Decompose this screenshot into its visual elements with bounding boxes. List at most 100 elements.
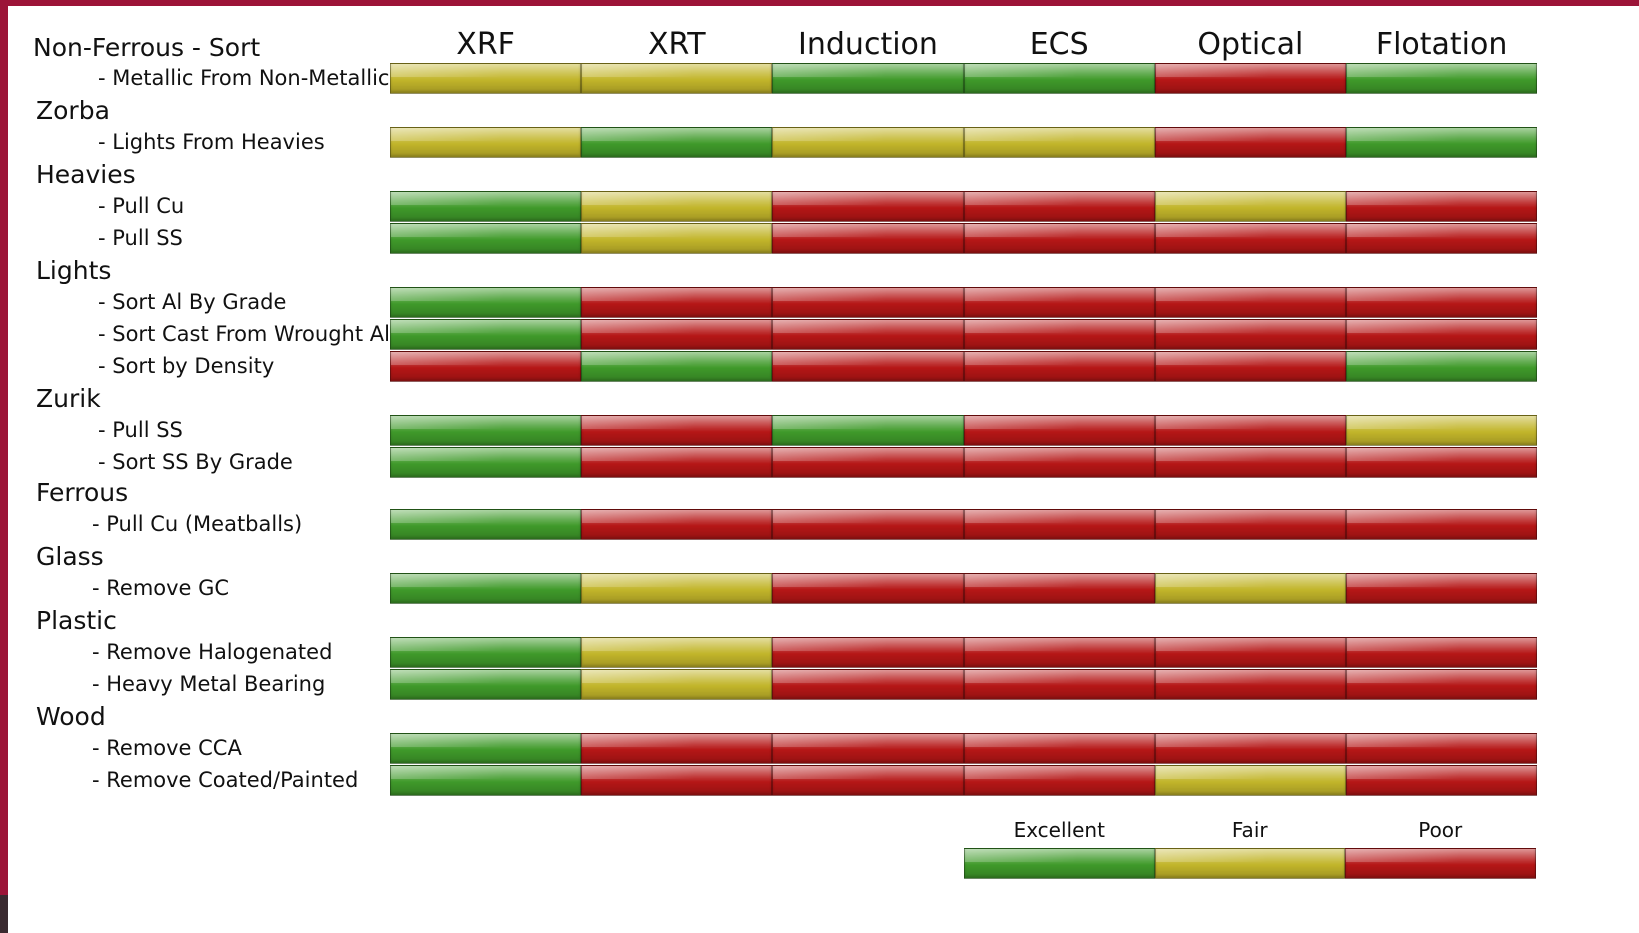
bar-sheen (391, 352, 581, 366)
rating-cell-flotation-poor (1346, 669, 1538, 700)
bar-sheen (773, 638, 963, 652)
rating-cell-optical-poor (1154, 415, 1346, 446)
bar-sheen (964, 288, 1154, 302)
rating-cell-ecs-excellent (963, 63, 1155, 94)
rating-cell-xrt-excellent (581, 127, 773, 158)
bar-sheen (582, 320, 772, 334)
bar-sheen (391, 734, 581, 748)
bar-sheen (1155, 320, 1345, 334)
bar-sheen (773, 192, 963, 206)
column-header-xrt: XRT (648, 27, 706, 62)
rating-cell-optical-poor (1154, 63, 1346, 94)
rating-cell-flotation-poor (1346, 447, 1538, 478)
row-label: - Pull Cu (Meatballs) (92, 512, 303, 536)
rating-cell-ecs-poor (963, 573, 1155, 604)
rating-cell-induction-poor (772, 733, 964, 764)
rating-cell-xrt-poor (581, 509, 773, 540)
group-label-glass: Glass (36, 542, 104, 571)
rating-cell-flotation-poor (1346, 319, 1538, 350)
rating-cell-optical-poor (1154, 669, 1346, 700)
bar-sheen (964, 574, 1154, 588)
rating-cell-flotation-excellent (1346, 351, 1538, 382)
bar-sheen (1347, 574, 1537, 588)
bar-sheen (582, 288, 772, 302)
rating-cell-optical-poor (1154, 447, 1346, 478)
bar-sheen (1155, 288, 1345, 302)
rating-cell-xrt-excellent (581, 351, 773, 382)
bar-sheen (1155, 416, 1345, 430)
row-label: - Heavy Metal Bearing (92, 672, 326, 696)
bar-sheen (582, 448, 772, 462)
rating-cell-flotation-poor (1346, 573, 1538, 604)
bar-sheen (582, 766, 772, 780)
bar-sheen (582, 64, 772, 78)
rating-cell-induction-poor (772, 223, 964, 254)
bar-sheen (1347, 288, 1537, 302)
rating-cell-flotation-poor (1346, 191, 1538, 222)
bar-sheen (964, 64, 1154, 78)
rating-cell-ecs-poor (963, 669, 1155, 700)
rating-cell-ecs-poor (963, 765, 1155, 796)
bar-sheen (1155, 224, 1345, 238)
bar-sheen (773, 64, 963, 78)
bar-sheen (1155, 192, 1345, 206)
rating-cell-xrt-poor (581, 447, 773, 478)
bar-sheen (1347, 320, 1537, 334)
row-label: - Sort by Density (98, 354, 275, 378)
rating-cell-optical-fair (1154, 191, 1346, 222)
bar-sheen (964, 510, 1154, 524)
rating-cell-xrf-excellent (390, 733, 582, 764)
bar-sheen (964, 128, 1154, 142)
bar-sheen (391, 224, 581, 238)
legend-label-fair: Fair (1231, 818, 1268, 842)
rating-cell-xrf-fair (390, 63, 582, 94)
bar-sheen (964, 224, 1154, 238)
rating-cell-xrf-excellent (390, 573, 582, 604)
bar-sheen (773, 352, 963, 366)
bar-sheen (1347, 766, 1537, 780)
bar-sheen (964, 670, 1154, 684)
rating-cell-optical-fair (1154, 573, 1346, 604)
bar-sheen (1155, 766, 1345, 780)
bar-sheen (1155, 64, 1345, 78)
bar-sheen (582, 510, 772, 524)
rating-cell-xrt-fair (581, 573, 773, 604)
bar-sheen (582, 224, 772, 238)
rating-cell-xrf-excellent (390, 637, 582, 668)
rating-cell-flotation-excellent (1346, 127, 1538, 158)
bar-sheen (1347, 638, 1537, 652)
rating-cell-ecs-poor (963, 319, 1155, 350)
rating-cell-xrt-fair (581, 191, 773, 222)
bar-sheen (391, 574, 581, 588)
bar-sheen (1155, 128, 1345, 142)
bar-sheen (773, 320, 963, 334)
rating-cell-optical-poor (1154, 287, 1346, 318)
rating-cell-xrt-fair (581, 223, 773, 254)
bar-sheen (1347, 64, 1537, 78)
rating-cell-optical-poor (1154, 223, 1346, 254)
rating-cell-induction-poor (772, 447, 964, 478)
rating-cell-xrf-excellent (390, 669, 582, 700)
bar-sheen (964, 638, 1154, 652)
legend-label-excellent: Excellent (1013, 818, 1105, 842)
bar-sheen (1155, 352, 1345, 366)
bar-sheen (582, 734, 772, 748)
frame-top-border (0, 0, 1639, 6)
rating-cell-xrf-excellent (390, 415, 582, 446)
bar-sheen (1155, 510, 1345, 524)
rating-cell-xrf-excellent (390, 447, 582, 478)
bar-sheen (391, 128, 581, 142)
bar-sheen (391, 448, 581, 462)
rating-cell-ecs-poor (963, 351, 1155, 382)
rating-cell-xrf-fair (390, 127, 582, 158)
bar-sheen (964, 766, 1154, 780)
rating-cell-ecs-poor (963, 733, 1155, 764)
rating-cell-ecs-poor (963, 287, 1155, 318)
rating-cell-xrt-poor (581, 733, 773, 764)
bar-sheen (1155, 670, 1345, 684)
row-label: - Pull SS (98, 226, 183, 250)
group-label-zorba: Zorba (36, 96, 110, 125)
bar-sheen (964, 192, 1154, 206)
bar-sheen (773, 766, 963, 780)
